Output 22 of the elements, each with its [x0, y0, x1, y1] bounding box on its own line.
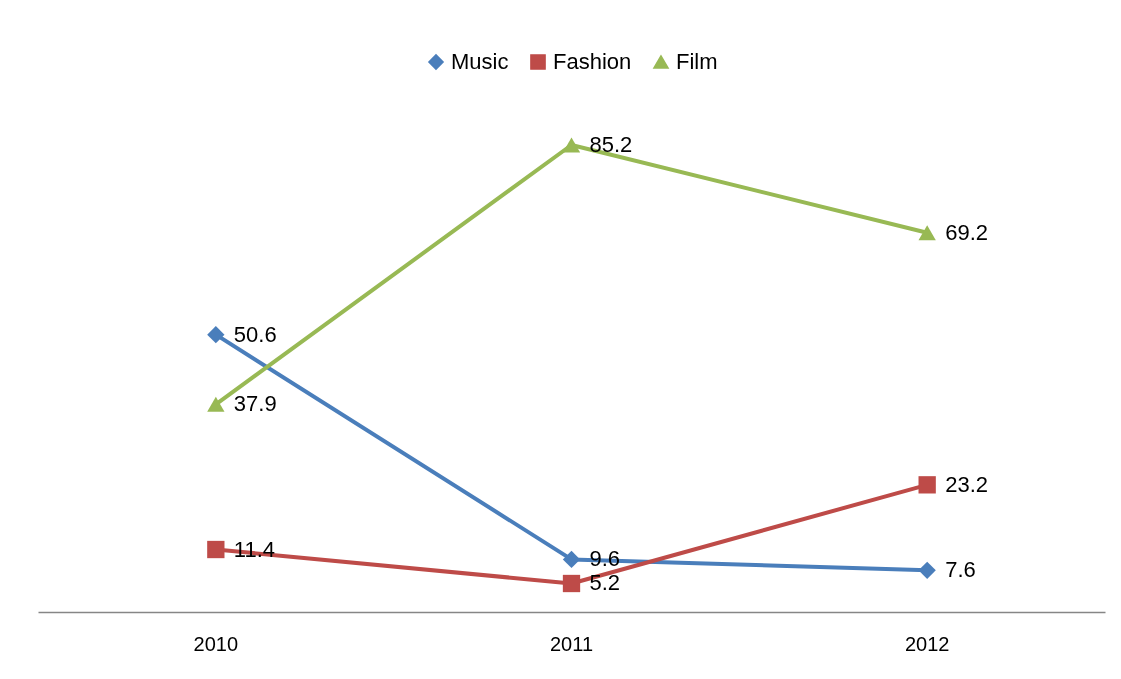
legend-label: Fashion	[553, 49, 632, 74]
point	[918, 225, 936, 241]
point	[562, 137, 581, 153]
data-label: 69.2	[945, 219, 988, 245]
point	[207, 325, 225, 344]
point	[207, 396, 225, 412]
data-label: 7.6	[945, 557, 976, 583]
legend-label: Music	[451, 49, 509, 74]
x-tick-label: 2010	[193, 632, 239, 655]
point	[562, 574, 581, 593]
data-label: 85.2	[589, 132, 633, 157]
x-tick-label: 2012	[904, 632, 950, 655]
point	[207, 540, 225, 559]
point	[918, 476, 936, 494]
x-tick-label: 2011	[549, 632, 594, 655]
legend-label: Film	[676, 49, 718, 74]
data-label: 37.9	[233, 391, 277, 417]
data-label: 23.2	[945, 471, 988, 497]
point	[918, 561, 936, 579]
data-label: 50.6	[233, 321, 277, 347]
point	[562, 550, 581, 569]
data-label: 5.2	[589, 570, 621, 596]
